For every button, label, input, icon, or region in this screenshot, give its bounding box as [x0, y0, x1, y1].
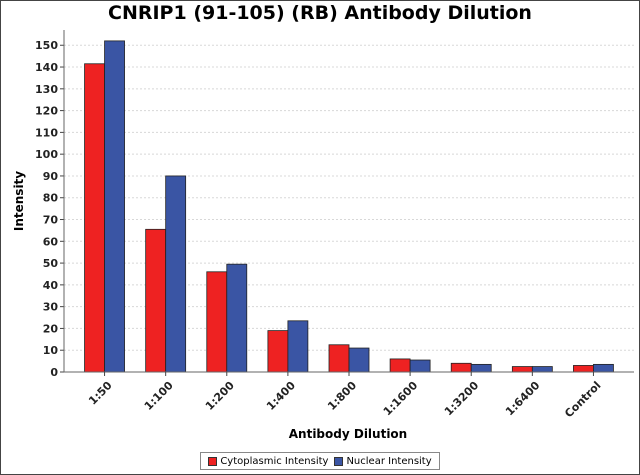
x-tick-label: 1:1600 [381, 379, 421, 419]
y-tick-label: 80 [43, 192, 59, 205]
y-tick-label: 60 [43, 235, 59, 248]
y-tick-label: 150 [35, 39, 58, 52]
bar-nuclear [226, 263, 248, 373]
bar-cytoplasmic [145, 228, 167, 373]
y-axis-label: Intensity [12, 171, 26, 231]
bar-nuclear [593, 363, 614, 373]
bar-nuclear [409, 359, 431, 373]
y-tick-label: 70 [43, 214, 59, 227]
y-tick-label: 0 [50, 366, 58, 379]
y-tick-label: 110 [35, 126, 58, 139]
y-tick-label: 10 [43, 344, 59, 357]
x-tick-label: 1:400 [264, 379, 298, 413]
legend-swatch-cytoplasmic [208, 456, 218, 466]
bar-cytoplasmic [573, 365, 594, 373]
y-tick-label: 100 [35, 148, 58, 161]
bar-cytoplasmic [450, 362, 472, 373]
bar-nuclear [531, 366, 553, 373]
legend-item-cytoplasmic: Cytoplasmic Intensity [208, 456, 328, 467]
legend-swatch-nuclear [334, 456, 344, 466]
bar-nuclear [470, 363, 492, 373]
bar-cytoplasmic [206, 271, 228, 373]
bar-cytoplasmic [328, 344, 350, 373]
bar-nuclear [287, 320, 309, 373]
bar-cytoplasmic [84, 63, 105, 373]
bar-cytoplasmic [389, 358, 411, 373]
y-tick-label: 140 [35, 61, 58, 74]
bar-nuclear [165, 175, 187, 373]
y-tick-label: 30 [43, 301, 59, 314]
x-tick-label: 1:800 [325, 379, 359, 413]
x-tick-label: 1:6400 [503, 379, 543, 419]
legend-label-nuclear: Nuclear Intensity [346, 455, 432, 467]
x-tick-label: 1:100 [142, 379, 176, 413]
bar-nuclear [348, 347, 370, 373]
y-tick-label: 50 [43, 257, 59, 270]
bar-cytoplasmic [267, 330, 289, 373]
bars [84, 40, 614, 373]
x-tick-label: 1:50 [86, 379, 115, 408]
y-tick-label: 90 [43, 170, 59, 183]
legend-label-cytoplasmic: Cytoplasmic Intensity [220, 455, 329, 467]
y-tick-label: 120 [35, 105, 58, 118]
x-tick-label: Control [562, 379, 603, 420]
y-tick-label: 40 [43, 279, 59, 292]
y-tick-label: 20 [43, 322, 59, 335]
legend-item-nuclear: Nuclear Intensity [334, 455, 432, 467]
chart-title: CNRIP1 (91-105) (RB) Antibody Dilution [108, 2, 532, 24]
x-tick-label: 1:3200 [442, 379, 482, 419]
x-axis-label: Antibody Dilution [289, 427, 407, 441]
legend: Cytoplasmic Intensity Nuclear Intensity [200, 452, 440, 470]
bar-nuclear [104, 40, 125, 373]
y-tick-label: 130 [35, 83, 58, 96]
x-tick-label: 1:200 [203, 379, 237, 413]
bar-cytoplasmic [511, 366, 533, 373]
